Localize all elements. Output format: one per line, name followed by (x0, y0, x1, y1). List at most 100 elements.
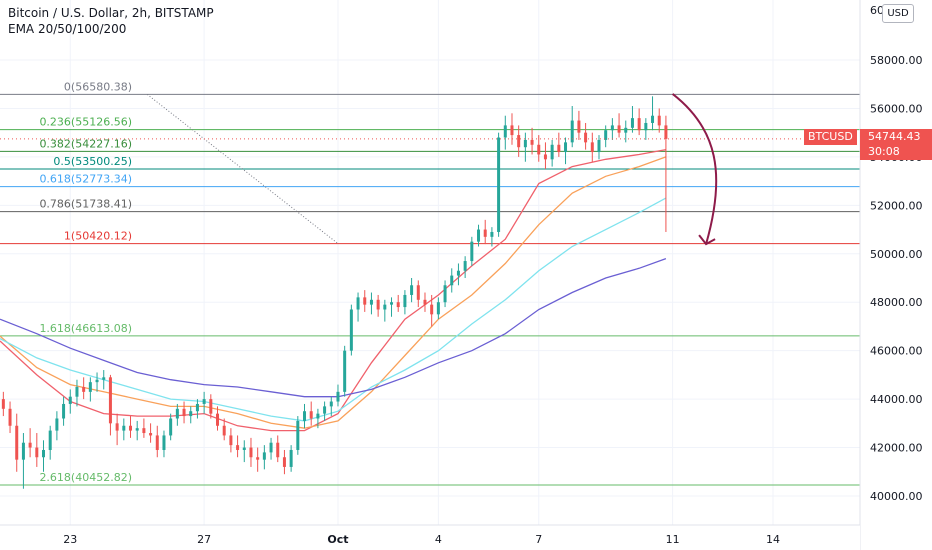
candle-body (617, 125, 621, 133)
candle-body (423, 299, 427, 305)
candle-body (363, 297, 367, 305)
fib-level-label: 1(50420.12) (64, 230, 132, 243)
fib-level-label: 0.5(53500.25) (53, 155, 132, 168)
candle-body (122, 425, 126, 431)
candle-body (349, 309, 353, 351)
candle-body (296, 420, 300, 450)
candle-body (543, 154, 547, 160)
candle-body (657, 115, 661, 126)
candle-body (564, 142, 568, 153)
candle-body (48, 430, 52, 450)
candle-body (108, 377, 112, 424)
price-axis-label: 44000.00 (870, 393, 923, 406)
candle-body (443, 285, 447, 303)
last-price-tag: 54744.43 30:08 (860, 129, 932, 160)
price-axis-label: 50000.00 (870, 248, 923, 261)
price-axis-label: 58000.00 (870, 54, 923, 67)
candle-body (557, 144, 561, 153)
candle-body (430, 304, 434, 315)
price-axis-label: 56000.00 (870, 102, 923, 115)
price-axis-label-top: 60 (870, 4, 884, 17)
candle-body (21, 442, 25, 460)
candle-body (517, 135, 521, 148)
candle-body (463, 261, 467, 271)
candle-body (323, 406, 327, 414)
candle-body (209, 399, 213, 414)
price-axis-bg (860, 0, 932, 550)
candle-body (490, 231, 494, 237)
candle-body (483, 229, 487, 237)
trendline[interactable] (146, 94, 339, 244)
candle-body (1, 399, 5, 409)
candle-body (604, 130, 608, 140)
candle-body (75, 387, 79, 397)
candle-body (229, 435, 233, 446)
candle-body (436, 302, 440, 315)
candle-body (8, 408, 12, 426)
projection-arrow-head[interactable] (698, 234, 716, 246)
candle-body (403, 294, 407, 308)
candle-body (142, 428, 146, 434)
candle-body (216, 413, 220, 426)
projection-arrow-curve[interactable] (671, 93, 718, 245)
candle-body (249, 447, 253, 458)
time-axis-label: 11 (666, 533, 680, 546)
candle-body (610, 125, 614, 131)
time-axis[interactable]: 23 27 Oct 4 7 11 14 (0, 524, 860, 550)
candle-body (570, 120, 574, 143)
fib-level-label: 0.618(52773.34) (39, 173, 132, 186)
grid (0, 0, 860, 525)
candle-body (289, 449, 293, 467)
ema-50-line (0, 156, 667, 429)
candle-body (369, 299, 373, 305)
bar-countdown: 30:08 (868, 145, 900, 158)
candle-body (189, 411, 193, 417)
dotted-trendline[interactable] (146, 94, 339, 244)
candle-body (242, 447, 246, 450)
time-axis-label: 27 (197, 533, 211, 546)
price-axis[interactable]: 40000.00 42000.00 44000.00 46000.00 48000.00… (859, 0, 932, 550)
time-axis-label: 23 (63, 533, 77, 546)
candle-body (95, 379, 99, 383)
candle-body (664, 125, 668, 139)
fib-level-label: 0(56580.38) (64, 80, 132, 93)
candle-body (256, 457, 260, 460)
candle-body (282, 457, 286, 467)
candle-body (597, 139, 601, 153)
candle-body (390, 302, 394, 305)
candle-body (450, 275, 454, 286)
currency-badge[interactable]: USD (882, 4, 914, 23)
symbol-tag: BTCUSD (804, 129, 857, 145)
candle-body (135, 428, 139, 431)
fib-level-label: 0.786(51738.41) (39, 198, 132, 211)
price-axis-label: 52000.00 (870, 199, 923, 212)
candle-body (637, 118, 641, 131)
candle-body (303, 411, 307, 421)
ema-100-line (0, 197, 667, 422)
chart-title: Bitcoin / U.S. Dollar, 2h, BITSTAMP (8, 6, 214, 20)
fib-level-label: 0.236(55126.56) (39, 116, 132, 129)
candle-body (202, 399, 206, 404)
candle-body (537, 144, 541, 155)
candle-body (470, 241, 474, 262)
candle-body (316, 413, 320, 419)
time-axis-label: Oct (327, 533, 348, 546)
price-axis-label: 46000.00 (870, 345, 923, 358)
candle-body (62, 403, 66, 419)
candle-body (550, 144, 554, 160)
candle-body (530, 139, 534, 145)
candle-body (329, 401, 333, 407)
candle-body (376, 299, 380, 310)
candle-body (28, 442, 32, 448)
candle-body (88, 382, 92, 392)
candle-body (236, 445, 240, 450)
candle-body (356, 297, 360, 310)
projection-arrow[interactable] (671, 93, 718, 246)
indicator-label[interactable]: EMA 20/50/100/200 (8, 22, 127, 36)
fib-level-label: 2.618(40452.82) (39, 471, 132, 484)
candle-body (503, 125, 507, 138)
candle-body (169, 418, 173, 436)
candle-body (222, 425, 226, 436)
fibonacci-retracement[interactable]: 0(56580.38) 0.236(55126.56) 0.382(54227.16… (0, 80, 860, 486)
